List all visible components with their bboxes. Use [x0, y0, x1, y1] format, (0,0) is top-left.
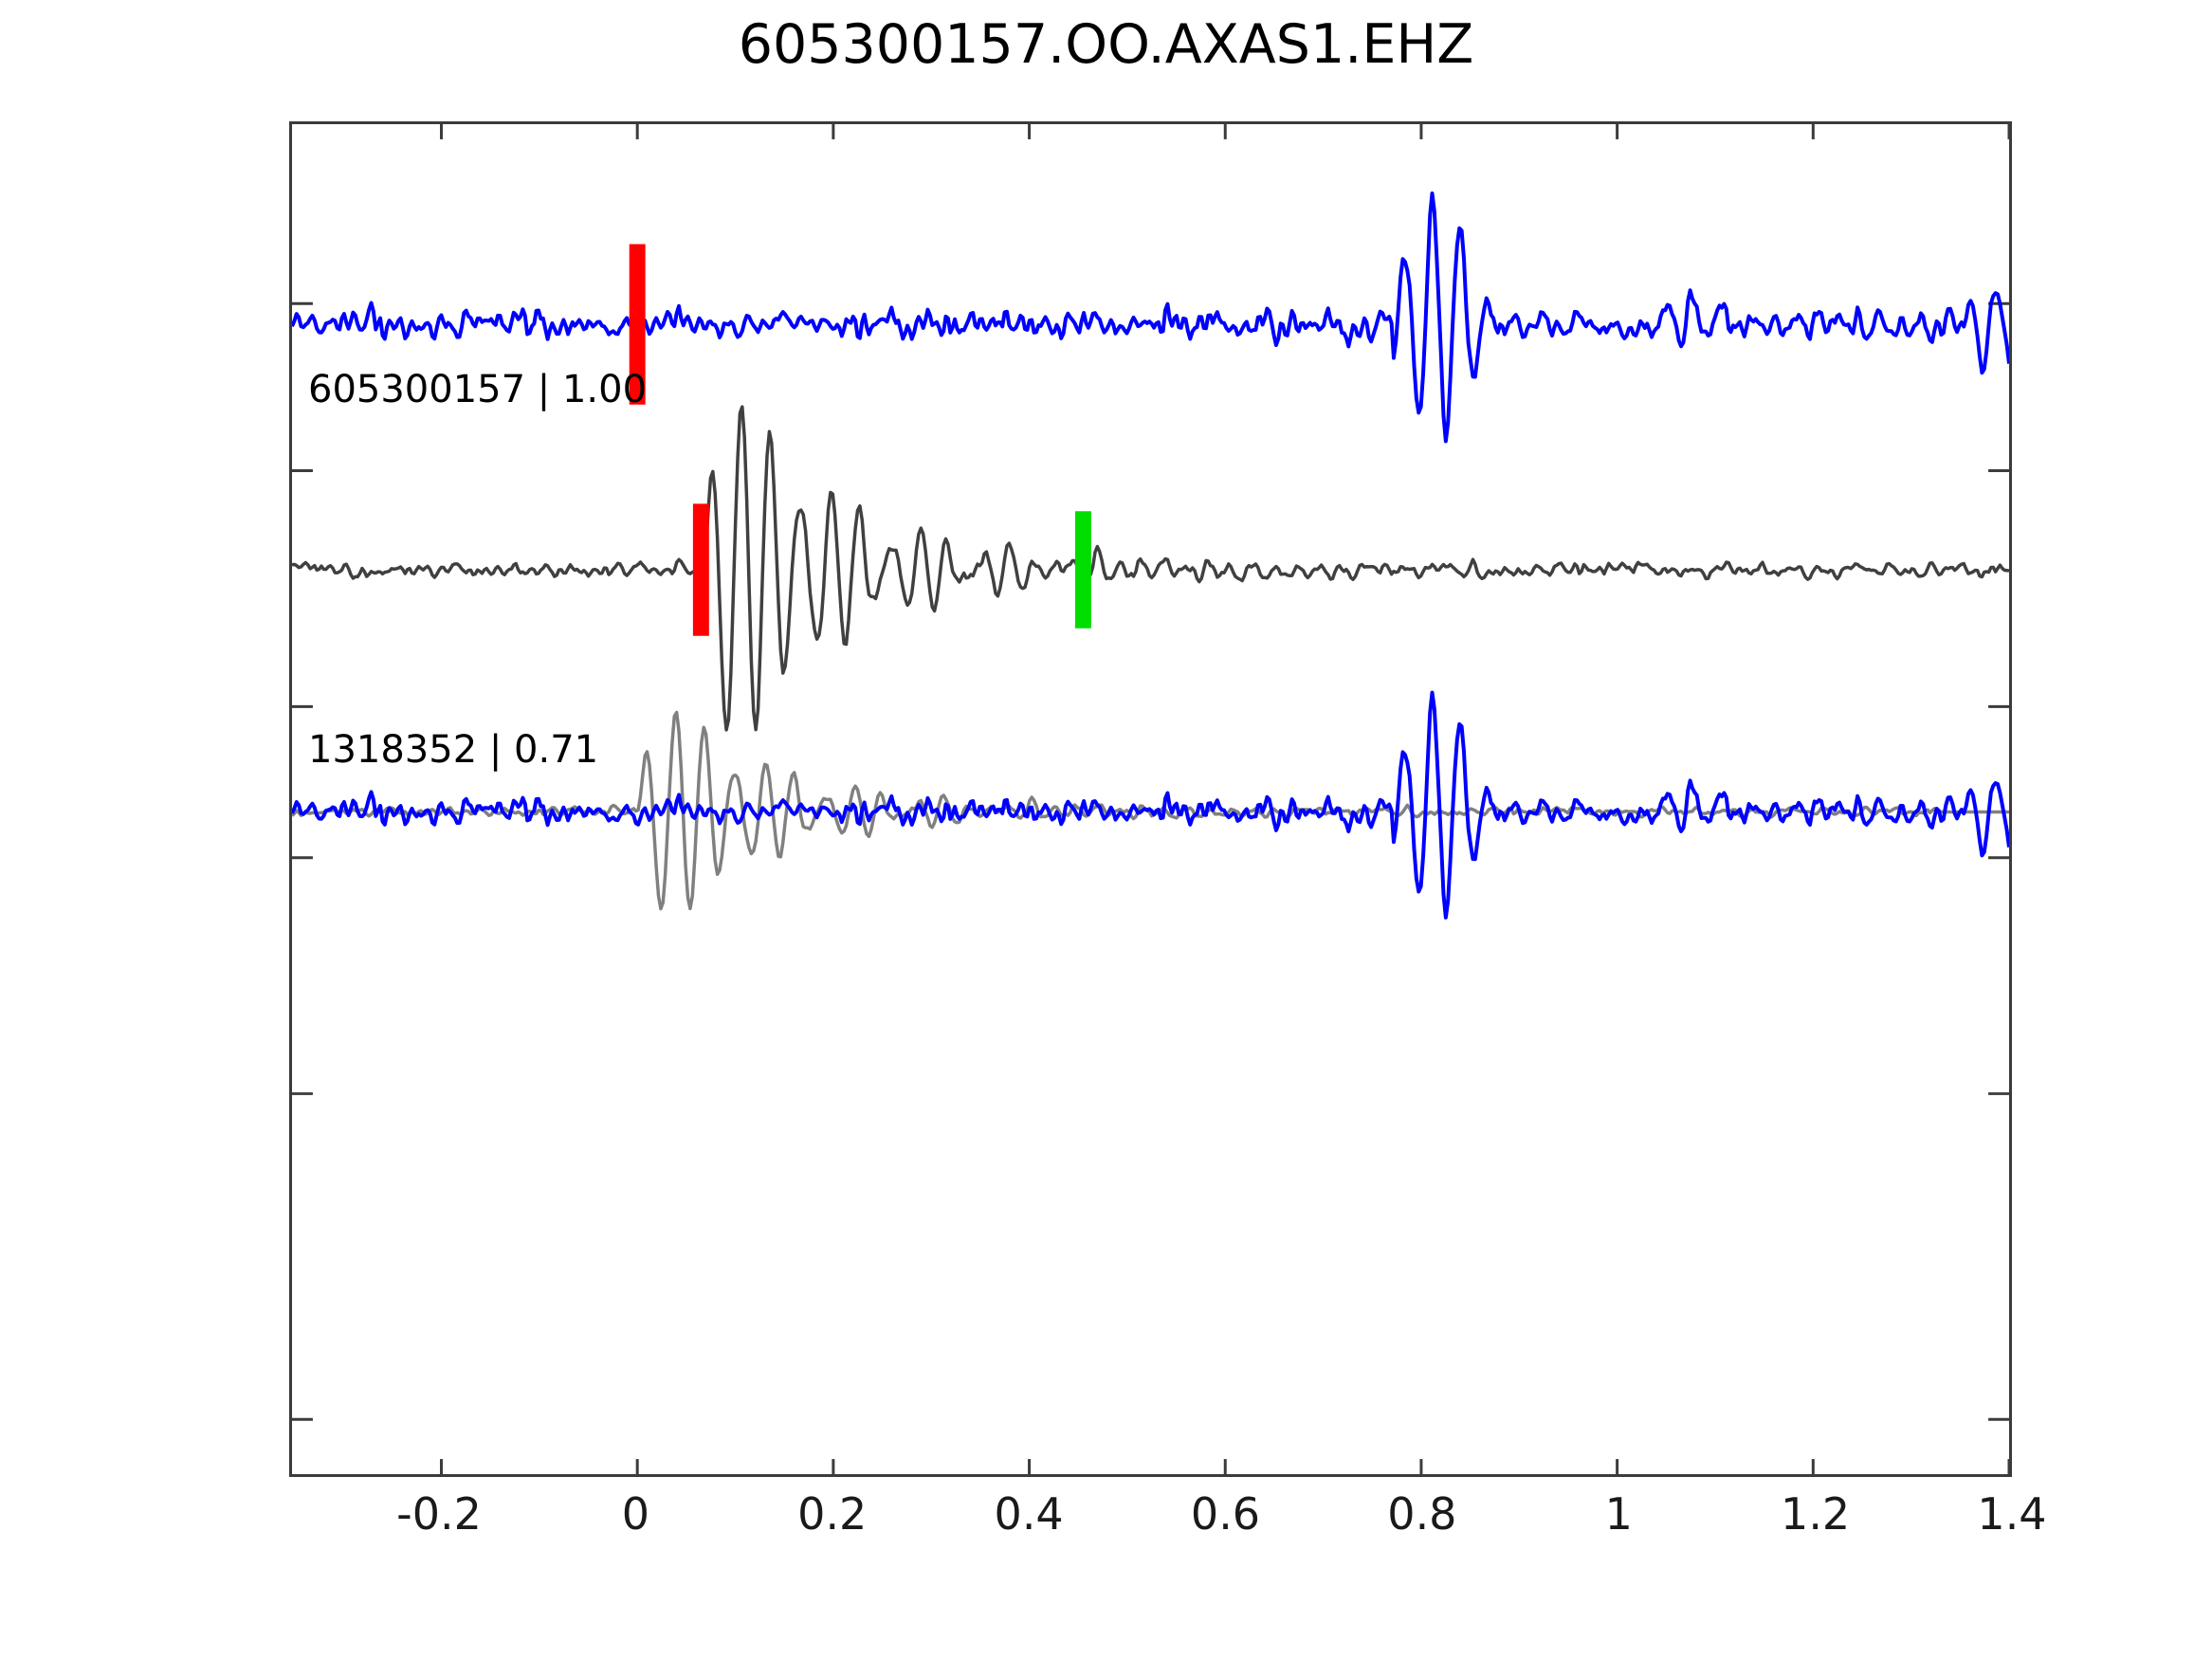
x-tick-label: 0.4	[994, 1488, 1064, 1540]
x-tick-label: 0.2	[797, 1488, 868, 1540]
x-axis-tick-labels: -0.2 0 0.2 0.4 0.6 0.8 1 1.2 1.4	[289, 1488, 2046, 1555]
overlay-template-waveform	[292, 690, 2009, 920]
y-axis-ticks	[292, 301, 2009, 1421]
x-tick-label: 1.2	[1781, 1488, 1851, 1540]
template-waveform	[292, 191, 2009, 444]
x-tick-label: 0.6	[1190, 1488, 1261, 1540]
x-tick-label: -0.2	[396, 1488, 482, 1540]
x-tick-label: 0.8	[1387, 1488, 1457, 1540]
pick-marker-group	[629, 244, 1091, 636]
page-title: 605300157.OO.AXAS1.EHZ	[738, 13, 1474, 76]
trace-label-detection: 1318352 | 0.71	[308, 728, 599, 772]
x-tick-label: 1	[1604, 1488, 1633, 1540]
x-axis-ticks	[440, 124, 2009, 1474]
waveform-canvas	[292, 124, 2009, 1474]
trace-label-template: 605300157 | 1.00	[308, 368, 648, 411]
x-tick-label: 0	[621, 1488, 650, 1540]
x-tick-label: 1.4	[1977, 1488, 2047, 1540]
plot-area	[289, 121, 2012, 1477]
detection-waveform	[292, 405, 2009, 732]
trace-group	[292, 191, 2009, 920]
